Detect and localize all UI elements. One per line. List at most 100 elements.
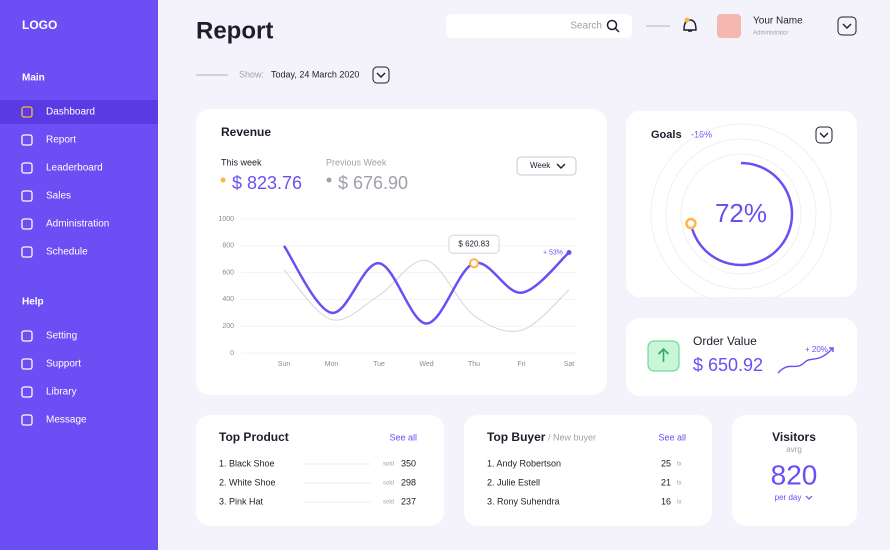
row-unit: tx — [677, 462, 682, 468]
order-change: + 20% — [805, 345, 828, 354]
row-value: 298 — [401, 477, 416, 487]
top-product-card — [196, 415, 444, 526]
avatar[interactable] — [717, 14, 741, 38]
sidebar — [0, 0, 158, 550]
nav-item[interactable]: Administration — [46, 219, 109, 230]
row-value: 237 — [401, 496, 416, 506]
nav-active — [0, 100, 158, 124]
legend-dot — [326, 177, 332, 183]
tooltip: $ 620.83 — [458, 239, 490, 248]
user-role: Administrator — [753, 31, 788, 37]
goals-menu[interactable] — [815, 126, 833, 144]
x-tick-label: Fri — [517, 361, 526, 368]
chevron — [805, 495, 813, 500]
visitors-subtitle: avrg — [786, 445, 802, 454]
visitors-period: per day — [775, 493, 802, 502]
line-series — [282, 245, 570, 325]
y-tick-label: 200 — [222, 323, 234, 330]
period-select[interactable] — [516, 156, 577, 176]
nav-icon — [21, 358, 33, 370]
user-menu-button[interactable] — [837, 16, 857, 36]
nav-icon — [21, 106, 33, 118]
revenue-card — [196, 109, 607, 395]
nav-icon — [21, 162, 33, 174]
row-value: 16 — [661, 496, 671, 506]
goals-change: -16% — [691, 129, 712, 139]
top-buyer-title: Top Buyer — [487, 430, 546, 444]
chevron — [556, 163, 566, 169]
x-tick-label: Mon — [325, 361, 339, 368]
visitors-title: Visitors — [772, 430, 816, 444]
period: Week — [530, 161, 551, 170]
nav-item[interactable]: Leaderboard — [46, 163, 103, 174]
chevron — [376, 72, 386, 78]
goals-value: 72% — [715, 198, 767, 228]
search-box[interactable] — [446, 14, 632, 38]
legend-this-week: This week — [221, 157, 262, 167]
nav-icon — [21, 190, 33, 202]
nav-icon — [21, 330, 33, 342]
row-unit: sold — [383, 500, 394, 506]
order-value: $ 650.92 — [693, 355, 763, 375]
product-list: 1. Black Shoe sold 350 2. White Shoe sold 298… — [219, 458, 416, 506]
y-tick-label: 0 — [230, 350, 234, 357]
nav-section-title: Help — [22, 297, 44, 308]
row-name: 2. White Shoe — [219, 477, 276, 487]
visitors-value: 820 — [771, 459, 818, 490]
order-title: Order Value — [693, 334, 757, 348]
date: Today, 24 March 2020 — [271, 69, 359, 79]
logo: LOGO — [22, 18, 57, 32]
gauge-rings — [650, 123, 832, 305]
nav-item[interactable]: Dashboard — [46, 107, 95, 118]
nav-item[interactable]: Library — [46, 387, 77, 398]
legend-dot — [220, 177, 226, 183]
row-unit: tx — [677, 500, 682, 506]
nav-item[interactable]: Report — [46, 135, 76, 146]
sidebar-nav: Main Dashboard Report Leaderboard Sales Admin… — [0, 73, 158, 426]
nav-item[interactable]: Setting — [46, 331, 77, 342]
nav-item[interactable]: Schedule — [46, 247, 88, 258]
annotation: + 53% — [543, 249, 563, 256]
buyer-list: 1. Andy Robertson 25 tx 2. Julie Estell 21 tx… — [487, 458, 682, 506]
bell-icon[interactable] — [683, 19, 697, 32]
row-value: 25 — [661, 458, 671, 468]
x-tick-label: Wed — [419, 361, 433, 368]
this-week-value: $ 823.76 — [232, 173, 302, 193]
row-name: 1. Andy Robertson — [487, 458, 561, 468]
row-unit: sold — [383, 462, 394, 468]
search-placeholder: Search — [570, 21, 602, 32]
top-buyer-card — [464, 415, 712, 526]
top-product-title: Top Product — [219, 430, 289, 444]
see-all[interactable]: See all — [658, 432, 686, 442]
gauge — [685, 161, 794, 267]
y-tick-label: 800 — [222, 243, 234, 250]
row-unit: sold — [383, 481, 394, 487]
x-tick-label: Thu — [468, 361, 480, 368]
sparkline — [777, 347, 834, 374]
show-label: Show: — [239, 69, 264, 79]
y-tick-label: 600 — [222, 269, 234, 276]
user-name: Your Name — [753, 16, 803, 27]
top-buyer-subtitle: / New buyer — [548, 432, 596, 442]
previous-week-value: $ 676.90 — [338, 173, 408, 193]
goals-card — [626, 111, 857, 297]
legend-previous-week: Previous Week — [326, 157, 387, 167]
see-all[interactable]: See all — [389, 432, 417, 442]
nav-item[interactable]: Message — [46, 415, 87, 426]
arrow — [829, 347, 834, 352]
y-tick-label: 1000 — [218, 216, 234, 223]
tooltip-box — [448, 234, 500, 254]
gauge-knob — [685, 217, 697, 230]
row-name: 3. Pink Hat — [219, 496, 264, 506]
row-unit: tx — [677, 481, 682, 487]
search-icon — [606, 19, 618, 31]
nav-icon — [21, 134, 33, 146]
arrow — [657, 347, 670, 362]
highlight-point — [469, 258, 479, 269]
nav-item[interactable]: Support — [46, 359, 81, 370]
nav-item[interactable]: Sales — [46, 191, 71, 202]
date-button[interactable] — [372, 66, 390, 84]
nav-icon — [21, 246, 33, 258]
notification-dot — [684, 17, 690, 23]
